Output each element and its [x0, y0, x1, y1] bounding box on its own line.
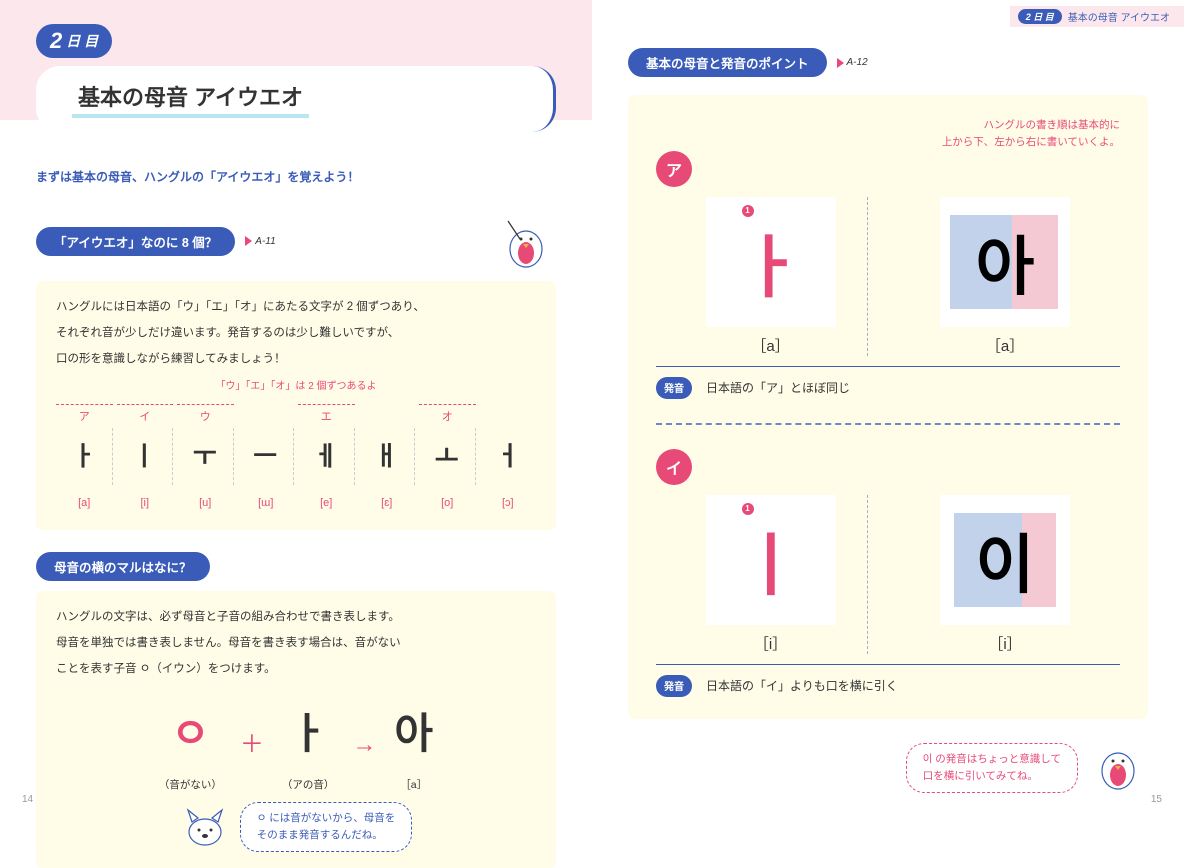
running-header: 2 日 目 基本の母音 アイウエオ	[1010, 6, 1184, 27]
vowel-kana	[359, 404, 416, 420]
vowel-kana: ア	[56, 404, 113, 420]
vowel-ipa: [o]	[419, 493, 476, 514]
plus-icon: ＋	[240, 722, 264, 768]
vowel-ipa: [a]	[56, 493, 113, 514]
audio-tag-a11[interactable]: A-11	[245, 236, 275, 247]
day-badge: 2 日 目	[36, 24, 112, 58]
dash-divider	[656, 423, 1120, 425]
page-right: 2 日 目 基本の母音 アイウエオ 基本の母音と発音のポイント A-12 ハング…	[592, 0, 1184, 817]
ipa-label: ［i］	[908, 633, 1102, 654]
pill-maru: 母音の横のマルはなに？	[36, 552, 210, 581]
vowel-kana	[238, 404, 295, 420]
hint-bubble: ハングルの書き順は基本的に 上から下、左から右に書いていくよ。	[656, 117, 1120, 151]
bottom-bubble: 이 の発音はちょっと意識して 口を横に引いてみてね。	[906, 743, 1078, 793]
run-title: 基本の母音 アイウエオ	[1068, 9, 1170, 24]
vowel-glyph: ㅣ	[117, 428, 174, 485]
panel-maru: ハングルの文字は、必ず母音と子音の組み合わせで書き表します。 母音を単独では書き…	[36, 591, 556, 868]
glyph-box-syllable-a: 아	[940, 197, 1070, 327]
pron-badge: 発音	[656, 675, 692, 697]
combo-vowel: ㅏ	[282, 694, 335, 774]
detail-grid-a: 1 ㅏ ［a］ 아 ［a］	[656, 197, 1120, 356]
page-number: 15	[1151, 794, 1162, 805]
cat-mascot-icon	[180, 802, 230, 848]
body-line: それぞれ音が少しだけ違います。発音するのは少し難しいですが、	[56, 323, 536, 345]
vowel-glyph: ㅡ	[238, 428, 295, 485]
detail-panel: ハングルの書き順は基本的に 上から下、左から右に書いていくよ。 ア 1 ㅏ ［a…	[628, 95, 1148, 719]
vowel-ipa: [i]	[117, 493, 174, 514]
pron-badge: 発音	[656, 377, 692, 399]
body-line: 口の形を意識しながら練習してみましょう！	[56, 349, 536, 371]
section-maru: 母音の横のマルはなに？ ハングルの文字は、必ず母音と子音の組み合わせで書き表しま…	[36, 552, 556, 868]
title-box: 基本の母音 アイウエオ	[36, 66, 556, 132]
vowel-kana: イ	[117, 404, 174, 420]
ipa-label: ［a］	[908, 335, 1102, 356]
vowel-glyph: ㅜ	[177, 428, 234, 485]
pron-row-i: 発音 日本語の「イ」よりも口を横に引く	[656, 664, 1120, 697]
vowel-ipa: [ɔ]	[480, 493, 537, 514]
ipa-label: ［i］	[674, 633, 867, 654]
bird-mascot-icon	[496, 211, 556, 271]
page-number: 14	[22, 794, 33, 805]
pill-8vowels: 「アイウエオ」なのに 8 個？	[36, 227, 235, 256]
day-text: 日 目	[66, 31, 98, 51]
body-line: 母音を単独では書き表しません。母音を書き表す場合は、音がない	[56, 633, 536, 655]
panel-8vowels: ハングルには日本語の「ウ」「エ」「オ」にあたる文字が 2 個ずつあり、 それぞれ…	[36, 281, 556, 530]
vowel-ipa: [e]	[298, 493, 355, 514]
kana-circle-i: イ	[656, 449, 692, 485]
body-line: ハングルには日本語の「ウ」「エ」「オ」にあたる文字が 2 個ずつあり、	[56, 297, 536, 319]
vowel-kana: エ	[298, 404, 355, 420]
pill-pronunciation: 基本の母音と発音のポイント	[628, 48, 827, 77]
vowel-glyph: ㅗ	[419, 428, 476, 485]
title-pointer-icon	[116, 132, 136, 150]
ipa-label: ［a］	[674, 335, 867, 356]
vowel-glyph-row: ㅏㅣㅜㅡㅔㅐㅗㅓ	[56, 428, 536, 485]
vowel-ipa: [u]	[177, 493, 234, 514]
vowel-glyph: ㅏ	[56, 428, 113, 485]
glyph-box-vowel-i: 1 ㅣ	[706, 495, 836, 625]
note-bubble: 「ウ」「エ」「オ」は 2 個ずつあるよ	[56, 377, 536, 396]
lead-text: まずは基本の母音、ハングルの「アイウエオ」を覚えよう！	[36, 168, 556, 185]
pron-row-a: 発音 日本語の「ア」とほぼ同じ	[656, 366, 1120, 399]
pron-text: 日本語の「イ」よりも口を横に引く	[706, 677, 898, 694]
glyph-box-vowel-a: 1 ㅏ	[706, 197, 836, 327]
pron-text: 日本語の「ア」とほぼ同じ	[706, 379, 850, 396]
speech-bubble: ㅇ には音がないから、母音を そのまま発音するんだね。	[240, 802, 413, 852]
vowel-ipa: [ɯ]	[238, 493, 295, 514]
combo-result: 아	[394, 694, 433, 774]
run-badge: 2 日 目	[1018, 9, 1062, 24]
vowel-ipa-row: [a][i][u][ɯ][e][ɛ][o][ɔ]	[56, 493, 536, 514]
kana-circle-a: ア	[656, 151, 692, 187]
arrow-icon: →	[352, 722, 376, 768]
day-number: 2	[50, 28, 62, 54]
page-left: 2 日 目 基本の母音 アイウエオ まずは基本の母音、ハングルの「アイウエオ」を…	[0, 0, 592, 817]
day-badge-row: 2 日 目	[36, 24, 556, 58]
body-line: ことを表す子音 ㅇ（イウン）をつけます。	[56, 659, 536, 681]
glyph-box-syllable-i: 이	[940, 495, 1070, 625]
vowel-glyph: ㅓ	[480, 428, 537, 485]
vowel-glyph: ㅔ	[298, 428, 355, 485]
vowel-ipa: [ɛ]	[359, 493, 416, 514]
section-8vowels: 「アイウエオ」なのに 8 個？ A-11 ハングルには日本語の「ウ」「エ」「オ」…	[36, 211, 556, 530]
combo-consonant: ㅇ	[159, 694, 222, 774]
vowel-glyph: ㅐ	[359, 428, 416, 485]
combo-row: ㅇ（音がない） ＋ ㅏ（アの音） → 아［a］	[56, 694, 536, 796]
audio-tag-a12[interactable]: A-12	[837, 57, 868, 68]
vowel-kana: ウ	[177, 404, 234, 420]
vowel-kana: オ	[419, 404, 476, 420]
vowel-kana	[480, 404, 537, 420]
bird-mascot-icon	[1088, 733, 1148, 793]
vowel-kana-row: アイウ エ オ	[56, 404, 536, 420]
body-line: ハングルの文字は、必ず母音と子音の組み合わせで書き表します。	[56, 607, 536, 629]
detail-grid-i: 1 ㅣ ［i］ 이 ［i］	[656, 495, 1120, 654]
page-title: 基本の母音 アイウエオ	[72, 80, 309, 118]
